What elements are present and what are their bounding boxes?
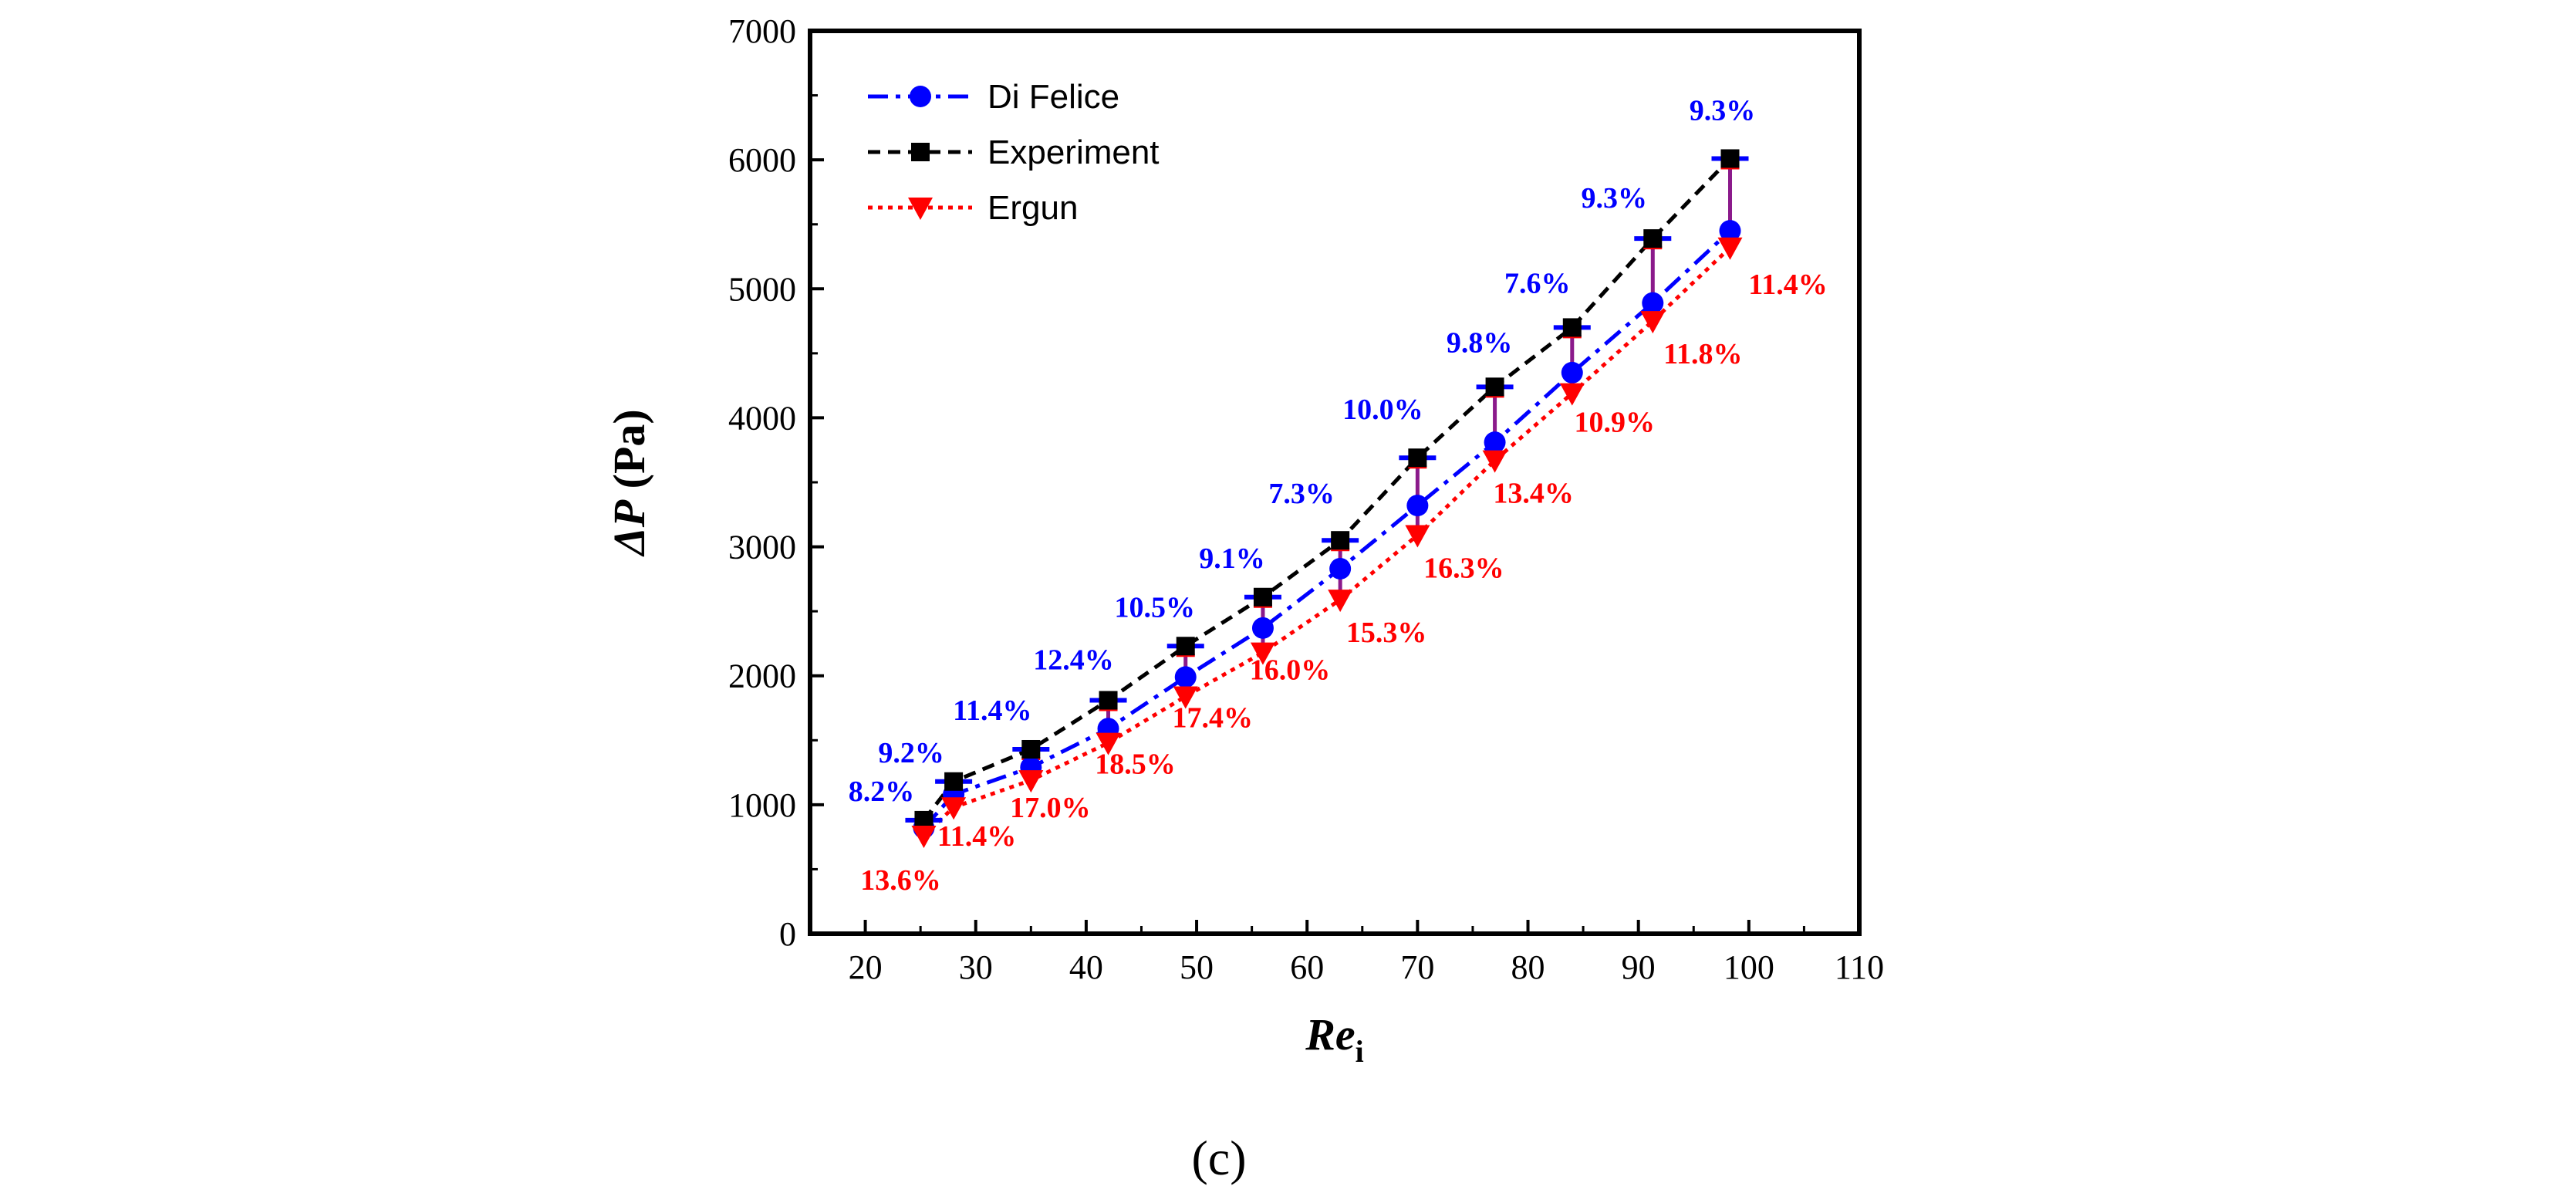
x-tick-label: 60 xyxy=(1290,948,1324,986)
legend-label: Experiment xyxy=(988,133,1160,171)
x-tick-label: 20 xyxy=(849,948,883,986)
series-line-2 xyxy=(922,245,1732,837)
x-tick-label: 70 xyxy=(1400,948,1434,986)
series-point-1 xyxy=(1643,229,1663,248)
legend-marker xyxy=(910,86,931,107)
series-point-2 xyxy=(1717,237,1743,260)
series-point-2 xyxy=(941,797,967,820)
series-point-2 xyxy=(1173,686,1198,709)
di-felice-error-label: 9.2% xyxy=(878,737,944,769)
ergun-error-label: 10.9% xyxy=(1575,407,1656,439)
x-axis-title-sub: i xyxy=(1356,1034,1364,1069)
plot-frame xyxy=(808,29,1862,936)
legend-marker xyxy=(911,143,930,161)
x-tick-label: 50 xyxy=(1180,948,1214,986)
series-point-1 xyxy=(1176,637,1195,656)
x-tick-label: 90 xyxy=(1622,948,1656,986)
series-point-0 xyxy=(1719,220,1741,242)
series-point-1 xyxy=(1099,691,1118,710)
di-felice-error-label: 8.2% xyxy=(849,776,915,808)
series-point-0 xyxy=(1329,557,1352,580)
series-point-1 xyxy=(1331,531,1350,550)
series-point-1 xyxy=(1562,318,1582,337)
series-point-1 xyxy=(944,772,964,791)
y-tick-label: 6000 xyxy=(728,141,796,179)
series-point-2 xyxy=(1328,590,1353,613)
di-felice-error-label: 9.3% xyxy=(1582,182,1648,215)
panel-label: (c) xyxy=(1191,1130,1246,1185)
ergun-error-label: 11.4% xyxy=(937,820,1016,853)
legend-label: Di Felice xyxy=(988,78,1119,116)
ergun-error-label: 18.5% xyxy=(1095,749,1176,781)
y-tick-label: 4000 xyxy=(728,399,796,437)
series-point-1 xyxy=(1485,377,1504,397)
y-tick-label: 5000 xyxy=(728,270,796,308)
series-line-0 xyxy=(922,229,1732,830)
di-felice-error-label: 7.6% xyxy=(1504,267,1571,299)
di-felice-error-label: 9.3% xyxy=(1690,94,1756,127)
series-point-1 xyxy=(1021,739,1041,759)
di-felice-error-label: 12.4% xyxy=(1033,644,1114,676)
di-felice-error-label: 11.4% xyxy=(953,695,1031,727)
ergun-error-label: 17.0% xyxy=(1010,792,1091,824)
series-point-2 xyxy=(1482,450,1507,473)
x-axis-title: Rei xyxy=(1305,1009,1364,1069)
legend-label: Ergun xyxy=(988,189,1078,227)
x-tick-label: 30 xyxy=(959,948,993,986)
series-point-2 xyxy=(1250,642,1275,665)
series-point-0 xyxy=(1174,666,1197,688)
series-point-2 xyxy=(1559,383,1585,406)
di-felice-error-label: 10.0% xyxy=(1342,394,1423,426)
series-point-2 xyxy=(911,825,937,848)
ergun-error-label: 16.0% xyxy=(1250,654,1331,687)
di-felice-error-label: 10.5% xyxy=(1114,591,1195,624)
di-felice-error-label: 9.8% xyxy=(1447,326,1513,359)
series-point-0 xyxy=(1561,361,1583,384)
ergun-error-label: 16.3% xyxy=(1423,553,1504,585)
series-point-2 xyxy=(1018,770,1044,793)
y-axis-title-unit: (Pa) xyxy=(604,409,654,500)
x-tick-label: 110 xyxy=(1835,948,1884,986)
series-point-0 xyxy=(1406,495,1429,517)
ergun-error-label: 15.3% xyxy=(1346,617,1427,649)
ergun-error-label: 13.6% xyxy=(860,864,941,897)
y-tick-label: 1000 xyxy=(728,786,796,824)
y-tick-label: 3000 xyxy=(728,529,796,566)
y-axis-title: ΔP (Pa) xyxy=(604,409,654,556)
ergun-error-label: 13.4% xyxy=(1493,478,1574,510)
series-point-2 xyxy=(1405,525,1430,548)
x-axis-title-main: Re xyxy=(1305,1009,1355,1060)
series-point-1 xyxy=(1720,149,1740,168)
legend-marker xyxy=(908,198,933,220)
series-point-1 xyxy=(1408,448,1427,468)
ergun-error-label: 11.8% xyxy=(1663,338,1742,370)
x-tick-label: 80 xyxy=(1511,948,1545,986)
ergun-error-label: 11.4% xyxy=(1748,269,1827,301)
di-felice-error-label: 9.1% xyxy=(1199,542,1265,575)
y-tick-label: 7000 xyxy=(728,12,796,50)
series-point-0 xyxy=(1642,292,1664,314)
series-point-0 xyxy=(1251,617,1274,639)
ergun-error-label: 17.4% xyxy=(1172,701,1253,734)
y-tick-label: 2000 xyxy=(728,657,796,695)
series-point-2 xyxy=(1640,311,1666,334)
series-point-2 xyxy=(1096,732,1121,755)
x-tick-label: 100 xyxy=(1724,948,1774,986)
y-axis-title-main: ΔP xyxy=(604,499,654,556)
series-point-0 xyxy=(1484,431,1506,454)
x-tick-label: 40 xyxy=(1069,948,1103,986)
di-felice-error-label: 7.3% xyxy=(1268,478,1335,510)
series-point-1 xyxy=(1253,587,1272,607)
y-tick-label: 0 xyxy=(779,915,796,953)
